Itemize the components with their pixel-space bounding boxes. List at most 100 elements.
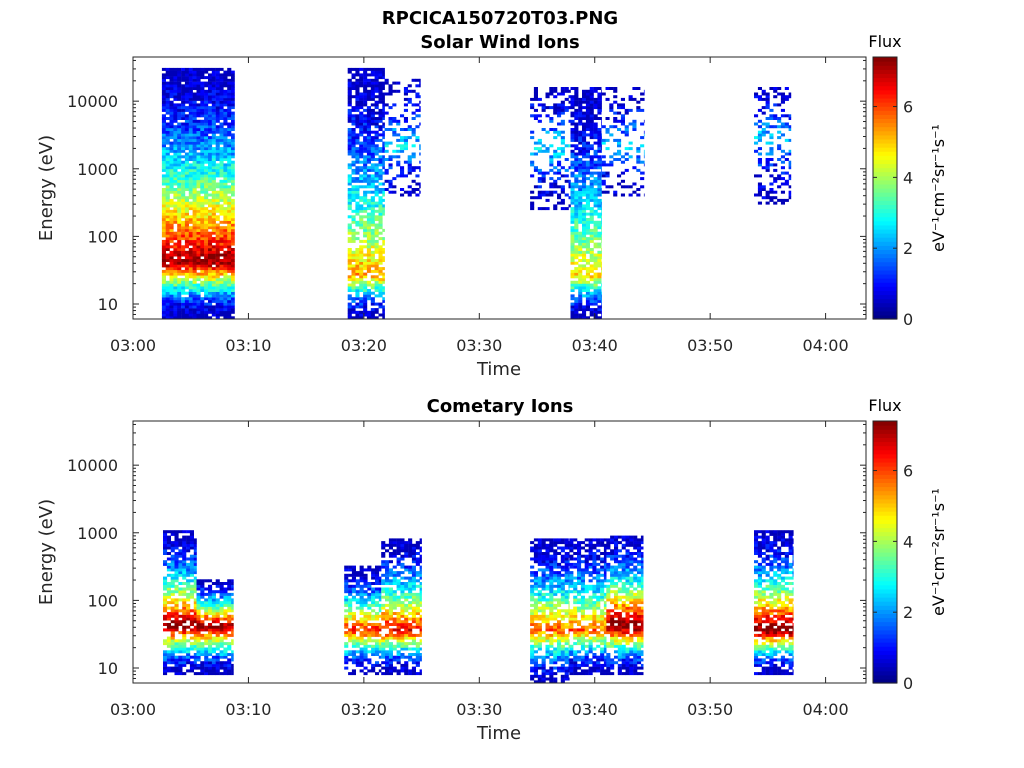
spectrogram-cell bbox=[223, 289, 228, 292]
spectrogram-cell bbox=[374, 264, 379, 268]
spectrogram-cell bbox=[186, 535, 191, 539]
spectrogram-cell bbox=[419, 100, 421, 104]
spectrogram-cell bbox=[533, 108, 538, 112]
spectrogram-cell bbox=[231, 253, 235, 257]
spectrogram-cell bbox=[574, 299, 579, 303]
spectrogram-cell bbox=[370, 136, 375, 140]
spectrogram-cell bbox=[192, 103, 197, 107]
spectrogram-cell bbox=[574, 316, 579, 320]
spectrogram-cell bbox=[370, 212, 375, 216]
spectrogram-cell bbox=[396, 560, 401, 564]
spectrogram-cell bbox=[200, 650, 205, 654]
spectrogram-cell bbox=[204, 289, 209, 292]
spectrogram-cell bbox=[196, 67, 201, 71]
spectrogram-cell bbox=[231, 658, 234, 662]
spectrogram-cell bbox=[392, 89, 397, 93]
spectrogram-cells bbox=[161, 67, 792, 320]
spectrogram-cell bbox=[392, 538, 397, 542]
spectrogram-cell bbox=[382, 106, 385, 110]
spectrogram-cell bbox=[196, 579, 201, 583]
spectrogram-cell bbox=[757, 182, 762, 186]
spectrogram-cell bbox=[378, 218, 383, 221]
spectrogram-cell bbox=[363, 179, 368, 183]
spectrogram-cell bbox=[384, 171, 389, 175]
spectrogram-cell bbox=[192, 198, 197, 202]
spectrogram-cell bbox=[560, 185, 565, 189]
spectrogram-cell bbox=[411, 620, 416, 624]
spectrogram-cell bbox=[378, 168, 383, 172]
spectrogram-cell bbox=[761, 185, 766, 189]
spectrogram-cell bbox=[560, 141, 565, 145]
spectrogram-cell bbox=[208, 111, 213, 115]
spectrogram-cell bbox=[370, 302, 375, 306]
spectrogram-cell bbox=[169, 171, 174, 175]
spectrogram-cell bbox=[533, 89, 538, 93]
colorbar-tick-label: 6 bbox=[903, 98, 913, 117]
spectrogram-cell bbox=[189, 644, 194, 648]
spectrogram-cell bbox=[370, 70, 375, 74]
spectrogram-cell bbox=[359, 565, 364, 569]
spectrogram-cell bbox=[541, 171, 546, 175]
spectrogram-cell bbox=[578, 117, 583, 120]
spectrogram-cell bbox=[215, 119, 220, 123]
spectrogram-cell bbox=[613, 89, 618, 93]
spectrogram-cell bbox=[208, 272, 213, 276]
colorbar-band bbox=[873, 167, 897, 173]
spectrogram-cell bbox=[359, 84, 364, 88]
spectrogram-cell bbox=[351, 576, 356, 580]
spectrogram-cell bbox=[769, 114, 774, 118]
spectrogram-cell bbox=[208, 592, 213, 596]
spectrogram-cell bbox=[788, 177, 792, 181]
spectrogram-cell bbox=[204, 655, 209, 659]
spectrogram-cell bbox=[359, 650, 364, 654]
spectrogram-cell bbox=[174, 576, 179, 580]
spectrogram-cell bbox=[178, 647, 183, 651]
colorbar-band bbox=[873, 130, 897, 136]
spectrogram-cell bbox=[227, 582, 232, 585]
spectrogram-cell bbox=[208, 117, 213, 120]
spectrogram-cell bbox=[777, 147, 782, 151]
spectrogram-cell bbox=[359, 130, 364, 134]
spectrogram-cell bbox=[181, 182, 186, 186]
spectrogram-cell bbox=[363, 642, 368, 646]
spectrogram-cell bbox=[208, 97, 213, 101]
spectrogram-cell bbox=[582, 147, 587, 151]
spectrogram-cell bbox=[589, 239, 594, 243]
spectrogram-cell bbox=[374, 308, 379, 312]
spectrogram-cell bbox=[382, 204, 385, 208]
spectrogram-cell bbox=[196, 84, 201, 88]
spectrogram-cell bbox=[359, 587, 364, 591]
spectrogram-cell bbox=[204, 609, 209, 613]
spectrogram-cell bbox=[231, 228, 235, 232]
spectrogram-cell bbox=[582, 163, 587, 167]
spectrogram-cell bbox=[182, 571, 187, 575]
spectrogram-cell bbox=[366, 78, 371, 82]
spectrogram-cell bbox=[184, 275, 189, 279]
spectrogram-cell bbox=[188, 272, 193, 276]
spectrogram-cell bbox=[184, 220, 189, 224]
spectrogram-cell bbox=[219, 609, 224, 613]
spectrogram-cell bbox=[404, 568, 409, 572]
spectrogram-cell bbox=[363, 168, 368, 172]
spectrogram-cell bbox=[166, 669, 171, 673]
spectrogram-cell bbox=[780, 100, 785, 104]
spectrogram-cell bbox=[219, 650, 224, 654]
spectrogram-cell bbox=[223, 245, 228, 249]
spectrogram-cell bbox=[223, 278, 228, 282]
spectrogram-cell bbox=[363, 174, 368, 178]
spectrogram-cell bbox=[196, 299, 201, 303]
spectrogram-cell bbox=[227, 275, 232, 279]
spectrogram-cell bbox=[178, 538, 183, 542]
spectrogram-cell bbox=[227, 78, 232, 82]
spectrogram-cell bbox=[620, 106, 625, 110]
spectrogram-cell bbox=[177, 128, 182, 131]
spectrogram-cell bbox=[169, 95, 174, 99]
spectrogram-cell bbox=[388, 655, 393, 659]
spectrogram-cell bbox=[227, 663, 232, 667]
spectrogram-cell bbox=[388, 617, 393, 621]
spectrogram-cell bbox=[597, 155, 602, 159]
spectrogram-cell bbox=[359, 103, 364, 107]
spectrogram-cell bbox=[392, 647, 397, 651]
spectrogram-cell bbox=[178, 530, 183, 534]
